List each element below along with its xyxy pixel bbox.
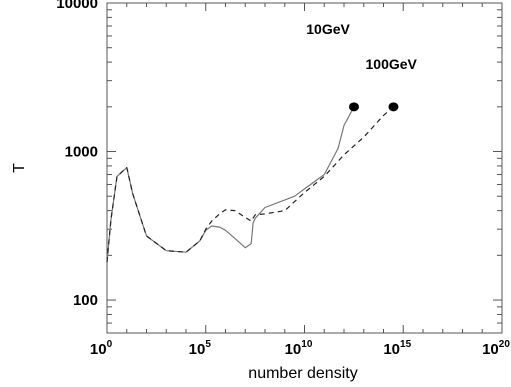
annotation-label: 10GeV xyxy=(306,21,350,37)
endpoint-marker xyxy=(348,102,359,112)
series-line-dashed xyxy=(106,106,394,263)
marker-layer xyxy=(348,102,399,112)
y-tick-label: 100 xyxy=(73,292,98,309)
endpoint-marker xyxy=(388,102,399,112)
x-tick-label: 105 xyxy=(189,339,212,358)
series-line-solid xyxy=(106,106,355,263)
ticks-layer xyxy=(106,2,503,333)
plot-frame xyxy=(106,2,503,334)
x-axis-title: number density xyxy=(248,365,357,382)
x-tick-label: 1020 xyxy=(482,339,510,358)
x-tick-label: 1015 xyxy=(383,339,411,358)
annotation-label: 100GeV xyxy=(366,56,418,72)
y-tick-label: 1000 xyxy=(65,144,98,161)
series-layer xyxy=(106,106,394,263)
y-tick-label: 10000 xyxy=(56,0,98,12)
y-axis-title: T xyxy=(11,163,28,173)
label-layer: 100 105 1010 1015 1020 100 1000 10000 10GeV 100Ge… xyxy=(56,0,510,358)
x-tick-label: 100 xyxy=(90,339,113,358)
x-tick-label: 1010 xyxy=(285,339,313,358)
